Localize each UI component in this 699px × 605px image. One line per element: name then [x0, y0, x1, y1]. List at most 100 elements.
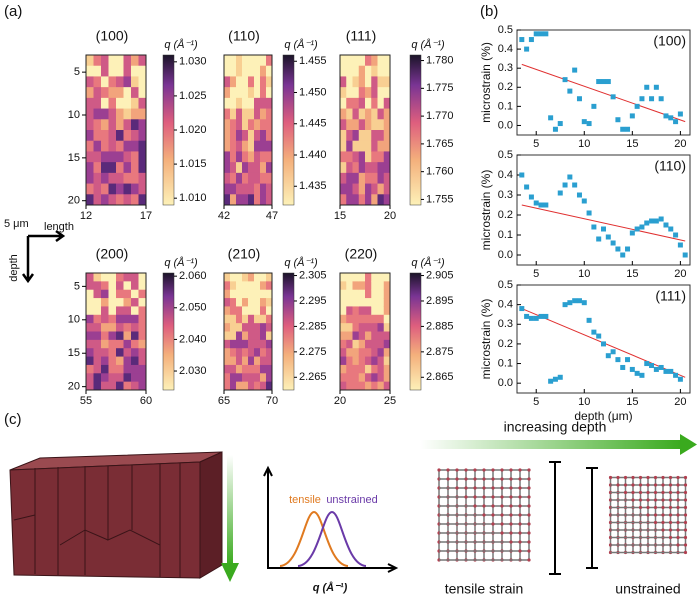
map-texture — [236, 364, 243, 374]
map-texture — [266, 323, 273, 332]
map-texture — [383, 314, 391, 324]
map-texture — [230, 172, 237, 185]
point — [528, 194, 534, 200]
peak-label: tensile — [289, 494, 321, 506]
colorbar-tick-label: 2.305 — [299, 269, 327, 281]
plot-frame — [516, 284, 691, 394]
map-texture — [131, 323, 139, 332]
map-texture — [242, 364, 249, 374]
map-texture — [123, 140, 132, 152]
map-texture — [224, 194, 231, 206]
map-texture — [365, 281, 372, 291]
map-texture — [340, 281, 347, 291]
map-texture — [371, 194, 378, 206]
map-texture — [230, 298, 237, 307]
y-tick-label: 0.5 — [498, 279, 513, 291]
map-texture — [266, 130, 273, 142]
map-texture — [377, 162, 385, 174]
map-texture — [371, 331, 378, 341]
map-texture — [377, 76, 385, 88]
map-texture — [230, 140, 237, 152]
map-texture — [108, 314, 117, 324]
map-texture — [383, 289, 391, 299]
map-texture — [254, 373, 261, 383]
map-texture — [266, 331, 273, 341]
map-texture — [230, 55, 237, 67]
map-texture — [371, 348, 378, 358]
colorbar-tick-label: 1.770 — [426, 110, 454, 122]
map-title: (100) — [96, 28, 129, 44]
map-texture — [260, 87, 267, 99]
map-texture — [377, 130, 385, 142]
lattice-atom — [500, 477, 504, 481]
point — [548, 115, 554, 121]
point — [649, 96, 655, 102]
map-texture — [365, 348, 372, 358]
point — [682, 252, 688, 258]
map-texture — [254, 151, 261, 163]
map-texture — [248, 162, 255, 174]
grain-block — [9, 451, 223, 579]
map-texture — [242, 130, 249, 142]
lattice-atom — [518, 522, 522, 526]
map-texture — [116, 76, 124, 88]
map-texture — [377, 289, 385, 299]
map-texture — [138, 356, 147, 366]
colorbar-label: q (Å⁻¹) — [284, 38, 318, 51]
map-texture — [260, 65, 267, 77]
lattice-atom — [509, 504, 513, 508]
peak-label: unstrained — [326, 494, 377, 506]
colorbar-label: q (Å⁻¹) — [411, 38, 445, 51]
map-texture — [224, 97, 231, 110]
colorbar-label: q (Å⁻¹) — [164, 38, 198, 51]
map-texture — [248, 97, 255, 110]
map-texture — [377, 298, 385, 307]
point — [620, 126, 626, 132]
map-texture — [138, 97, 147, 110]
map-texture — [340, 119, 347, 131]
map-texture — [346, 306, 353, 316]
lattice-atom — [464, 495, 468, 499]
point — [519, 37, 525, 43]
lattice-atom — [676, 475, 680, 480]
map-texture — [138, 151, 147, 163]
lattice-atom — [668, 535, 673, 540]
map-texture — [138, 172, 147, 185]
map-texture — [101, 140, 109, 152]
map-texture — [358, 273, 366, 282]
map-texture — [116, 151, 124, 163]
colorbar-tick-label: 2.285 — [299, 320, 327, 332]
map-texture — [108, 76, 117, 88]
map-texture — [93, 162, 102, 174]
map-texture — [123, 348, 132, 358]
map-texture — [108, 356, 117, 366]
point — [552, 376, 558, 382]
map-texture — [365, 97, 372, 110]
map-texture — [365, 314, 372, 324]
map-texture — [352, 356, 360, 366]
point — [528, 315, 534, 321]
map-texture — [377, 65, 385, 77]
map-texture — [377, 306, 385, 316]
map-texture — [248, 323, 255, 332]
map-texture — [346, 281, 353, 291]
map-texture — [358, 151, 366, 163]
y-axis-label: microstrain (%) — [479, 170, 493, 251]
x-tick-label: 15 — [626, 138, 638, 150]
point — [658, 96, 664, 102]
map-texture — [371, 65, 378, 77]
map-texture — [352, 281, 360, 291]
point — [663, 368, 669, 374]
map-texture — [93, 194, 102, 206]
map-texture — [383, 373, 391, 383]
map-texture — [123, 172, 132, 185]
map-texture — [93, 97, 102, 110]
map-texture — [371, 55, 378, 67]
point — [605, 79, 611, 85]
map-texture — [260, 172, 267, 185]
colorbar-label: q (Å⁻¹) — [284, 256, 318, 269]
y-tick-label: 0.0 — [498, 249, 513, 261]
map-texture — [86, 108, 94, 120]
map-texture — [224, 314, 231, 324]
lattice-atom — [518, 531, 522, 535]
